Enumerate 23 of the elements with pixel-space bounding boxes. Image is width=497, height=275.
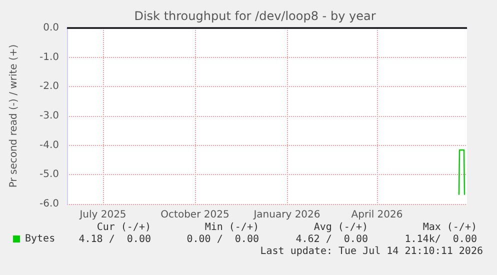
- y-axis-title: Pr second read (-) / write (+): [8, 44, 20, 188]
- text: Last update: Tue Jul 14 21:10:11 2026: [260, 246, 483, 257]
- y-tick-label: 0.0: [43, 22, 59, 34]
- text: Avg (-/+): [314, 222, 368, 233]
- text: Min (-/+): [204, 222, 259, 233]
- x-tick-label: January 2026: [252, 210, 320, 220]
- y-tick-label: -1.0: [39, 52, 59, 63]
- x-tick-label: October 2025: [160, 210, 230, 220]
- text: 0.00 / 0.00: [186, 234, 259, 245]
- y-tick-label: -2.0: [39, 81, 59, 92]
- text: Max (-/+): [422, 222, 477, 233]
- y-tick-label: -5.0: [39, 169, 59, 180]
- text: Cur (-/+): [96, 222, 151, 233]
- y-tick-label: -3.0: [39, 110, 59, 122]
- x-tick-label: April 2026: [351, 210, 403, 220]
- text: 4.18 / 0.00: [78, 234, 151, 245]
- text: 1.14k/ 0.00: [404, 234, 477, 245]
- y-tick-label: -6.0: [39, 198, 59, 210]
- x-tick-label: July 2025: [78, 210, 126, 220]
- legend-label: Bytes: [25, 234, 56, 244]
- text: 4.62 / 0.00: [296, 234, 368, 245]
- y-tick-label: -4.0: [39, 140, 59, 151]
- chart-title: Disk throughput for /dev/loop8 - by year: [134, 9, 376, 23]
